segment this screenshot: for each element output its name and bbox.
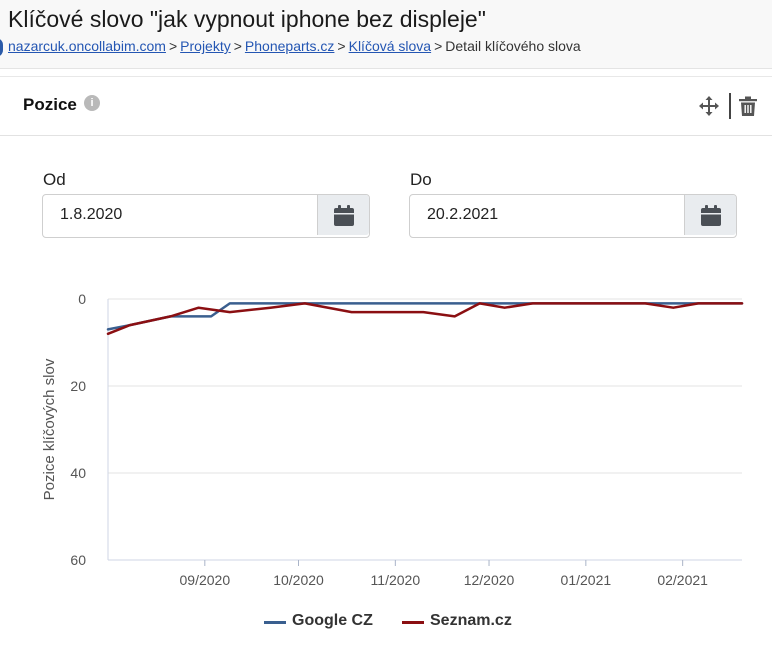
- breadcrumb-link-projects[interactable]: Projekty: [180, 38, 231, 54]
- breadcrumb-separator: >: [434, 38, 443, 54]
- legend-swatch: [402, 621, 424, 624]
- x-tick-label: 12/2020: [464, 572, 515, 588]
- y-tick-label: 0: [78, 291, 86, 307]
- card-header: Pozice i: [0, 77, 772, 136]
- from-calendar-button[interactable]: [317, 195, 369, 235]
- calendar-icon: [701, 205, 721, 226]
- position-chart: 0 20 40 60 09/2020 10/2020 11/2020 12/2020 01/20…: [41, 291, 744, 588]
- sidebar-handle[interactable]: [0, 38, 3, 57]
- series-line: [106, 302, 744, 336]
- position-card: Pozice i: [0, 76, 772, 661]
- breadcrumb-link-keywords[interactable]: Klíčová slova: [348, 38, 432, 54]
- trash-icon[interactable]: [739, 96, 757, 116]
- to-label: Do: [410, 170, 432, 189]
- x-tick-label: 01/2021: [561, 572, 612, 588]
- y-tick-label: 40: [70, 465, 86, 481]
- legend-label: Google CZ: [292, 612, 373, 629]
- breadcrumb: nazarcuk.oncollabim.com > Projekty > Phonepa…: [8, 38, 581, 54]
- y-axis-title: Pozice klíčových slov: [41, 358, 58, 500]
- page-header: Klíčové slovo "jak vypnout iphone bez di…: [0, 0, 772, 69]
- card-title: Pozice: [23, 95, 77, 114]
- breadcrumb-current: Detail klíčového slova: [445, 38, 581, 54]
- to-date-input[interactable]: [410, 195, 684, 235]
- from-date-input[interactable]: [43, 195, 317, 235]
- to-date-group: [409, 194, 737, 238]
- legend-swatch: [264, 621, 286, 624]
- x-tick-label: 10/2020: [273, 572, 324, 588]
- breadcrumb-link-project[interactable]: Phoneparts.cz: [244, 38, 335, 54]
- move-icon[interactable]: [699, 96, 719, 116]
- info-icon[interactable]: i: [84, 95, 100, 111]
- from-date-group: [42, 194, 370, 238]
- to-calendar-button[interactable]: [684, 195, 736, 235]
- y-tick-label: 60: [70, 552, 86, 568]
- breadcrumb-separator: >: [337, 38, 346, 54]
- page-title: Klíčové slovo "jak vypnout iphone bez di…: [8, 6, 486, 32]
- x-tick-label: 09/2020: [180, 572, 231, 588]
- breadcrumb-separator: >: [233, 38, 242, 54]
- chart-legend: Google CZ Seznam.cz: [0, 610, 772, 634]
- y-tick-label: 20: [70, 378, 86, 394]
- x-tick-label: 11/2020: [371, 572, 421, 588]
- x-tick-label: 02/2021: [657, 572, 708, 588]
- calendar-icon: [334, 205, 354, 226]
- legend-label: Seznam.cz: [430, 612, 512, 629]
- from-label: Od: [43, 170, 66, 189]
- breadcrumb-link-domain[interactable]: nazarcuk.oncollabim.com: [8, 38, 166, 54]
- breadcrumb-separator: >: [168, 38, 178, 54]
- header-divider: [729, 93, 731, 119]
